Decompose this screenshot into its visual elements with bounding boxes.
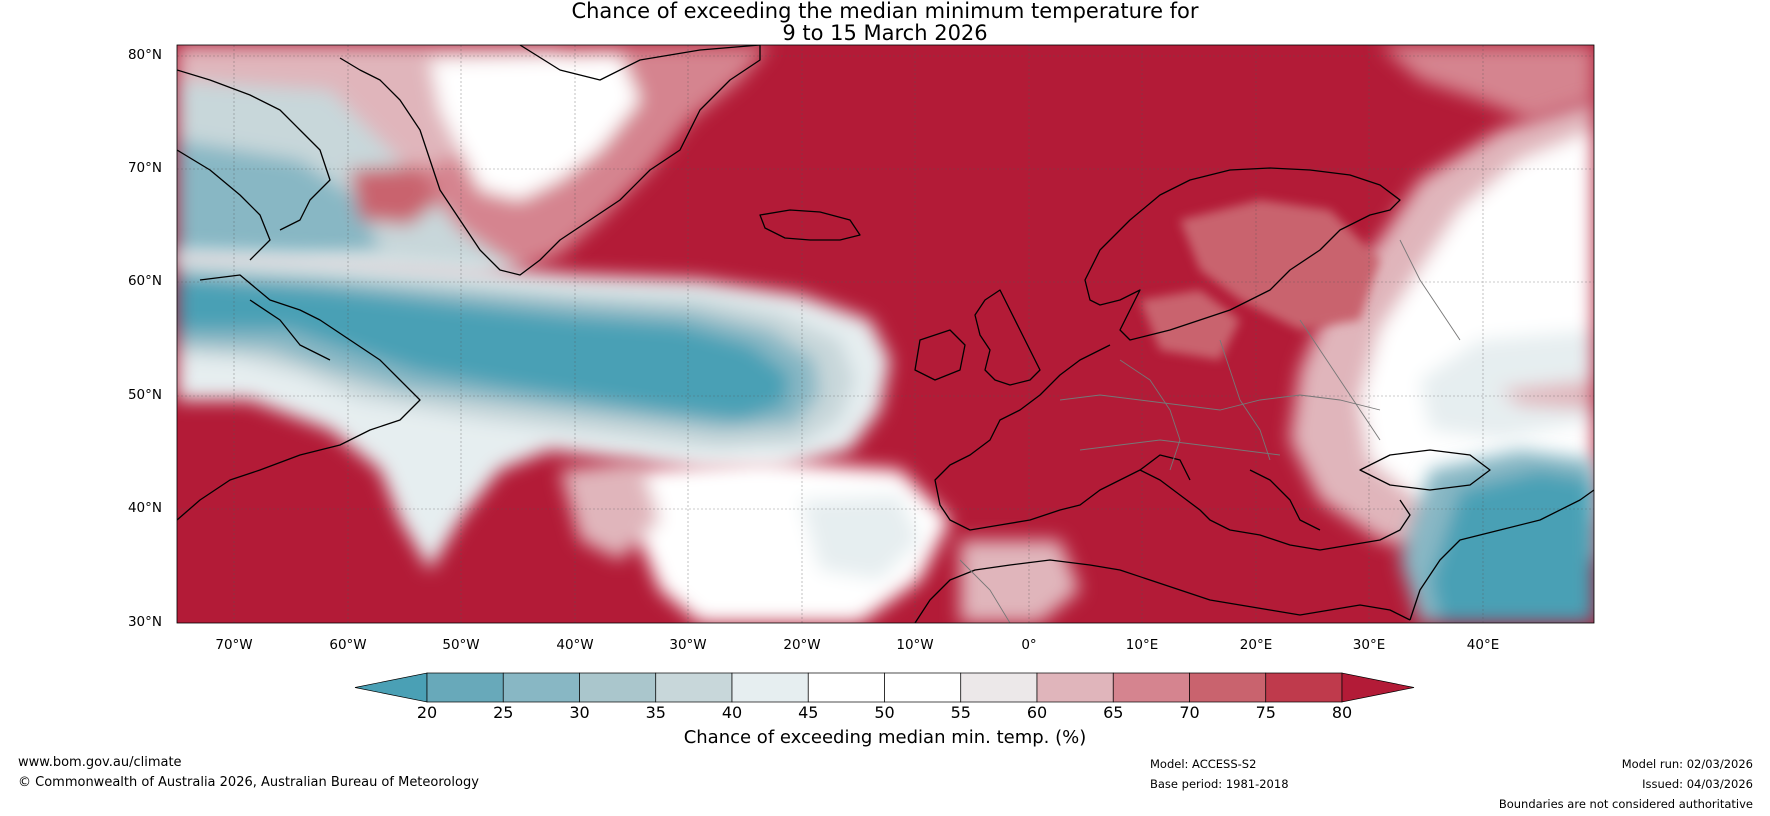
colorbar-tick-45: 45: [798, 703, 819, 722]
colorbar-segment: [731, 672, 809, 703]
map-title-line1: Chance of exceeding the median minimum t…: [571, 0, 1199, 23]
colorbar: [354, 672, 1415, 703]
copyright-text: © Commonwealth of Australia 2026, Austra…: [18, 775, 479, 790]
colorbar-tick-60: 60: [1026, 703, 1048, 722]
lat-label-40n: 40°N: [127, 500, 162, 516]
lon-label-10e: 10°E: [1125, 637, 1159, 653]
colorbar-segment: [1112, 672, 1190, 703]
colorbar-tick-80: 80: [1331, 703, 1353, 722]
colorbar-tick-35: 35: [645, 703, 666, 722]
lon-label-40w: 40°W: [556, 637, 594, 653]
lat-label-30n: 30°N: [127, 614, 162, 630]
colorbar-segment: [1189, 672, 1267, 703]
base-period-text: Base period: 1981-2018: [1150, 777, 1289, 791]
colorbar-label: Chance of exceeding median min. temp. (%…: [683, 727, 1087, 748]
model-text: Model: ACCESS-S2: [1150, 757, 1257, 771]
colorbar-tick-75: 75: [1255, 703, 1276, 722]
colorbar-segment: [807, 672, 885, 703]
lon-label-20w: 20°W: [783, 637, 821, 653]
lat-label-80n: 80°N: [127, 47, 162, 63]
lon-label-40e: 40°E: [1466, 637, 1500, 653]
colorbar-tick-30: 30: [569, 703, 590, 722]
website-text: www.bom.gov.au/climate: [18, 755, 182, 770]
lon-label-60w: 60°W: [329, 637, 367, 653]
colorbar-segment: [884, 672, 962, 703]
lon-label-0: 0°: [1021, 637, 1037, 653]
colorbar-segment: [502, 672, 580, 703]
colorbar-tick-70: 70: [1179, 703, 1200, 722]
colorbar-tick-20: 20: [416, 703, 438, 722]
map-title-line2: 9 to 15 March 2026: [782, 21, 988, 45]
colorbar-tick-65: 65: [1103, 703, 1124, 722]
colorbar-arrow-low: [354, 672, 428, 703]
lon-label-30w: 30°W: [669, 637, 707, 653]
issued-text: Issued: 04/03/2026: [1642, 777, 1753, 791]
colorbar-tick-40: 40: [721, 703, 743, 722]
colorbar-segment: [1265, 672, 1343, 703]
disclaimer-text: Boundaries are not considered authoritat…: [1498, 797, 1753, 811]
coastlines: [177, 45, 1594, 623]
map-frame: [176, 44, 1595, 624]
lon-label-30e: 30°E: [1352, 637, 1386, 653]
colorbar-tick-50: 50: [874, 703, 895, 722]
colorbar-segment: [579, 672, 657, 703]
lat-label-60n: 60°N: [127, 273, 162, 289]
lon-label-20e: 20°E: [1239, 637, 1273, 653]
colorbar-segment: [426, 672, 504, 703]
colorbar-segment: [960, 672, 1038, 703]
colorbar-segment: [1036, 672, 1114, 703]
colorbar-tick-55: 55: [950, 703, 971, 722]
colorbar-segment: [655, 672, 733, 703]
graticule: [177, 45, 1594, 623]
lat-label-50n: 50°N: [127, 387, 162, 403]
colorbar-tick-25: 25: [493, 703, 514, 722]
country-borders: [959, 239, 1461, 623]
model-run-text: Model run: 02/03/2026: [1621, 757, 1753, 771]
lon-label-50w: 50°W: [442, 637, 480, 653]
colorbar-arrow-high: [1341, 672, 1415, 703]
lon-label-70w: 70°W: [215, 637, 253, 653]
lon-label-10w: 10°W: [896, 637, 934, 653]
probability-field: [177, 45, 1594, 623]
lat-label-70n: 70°N: [127, 160, 162, 176]
